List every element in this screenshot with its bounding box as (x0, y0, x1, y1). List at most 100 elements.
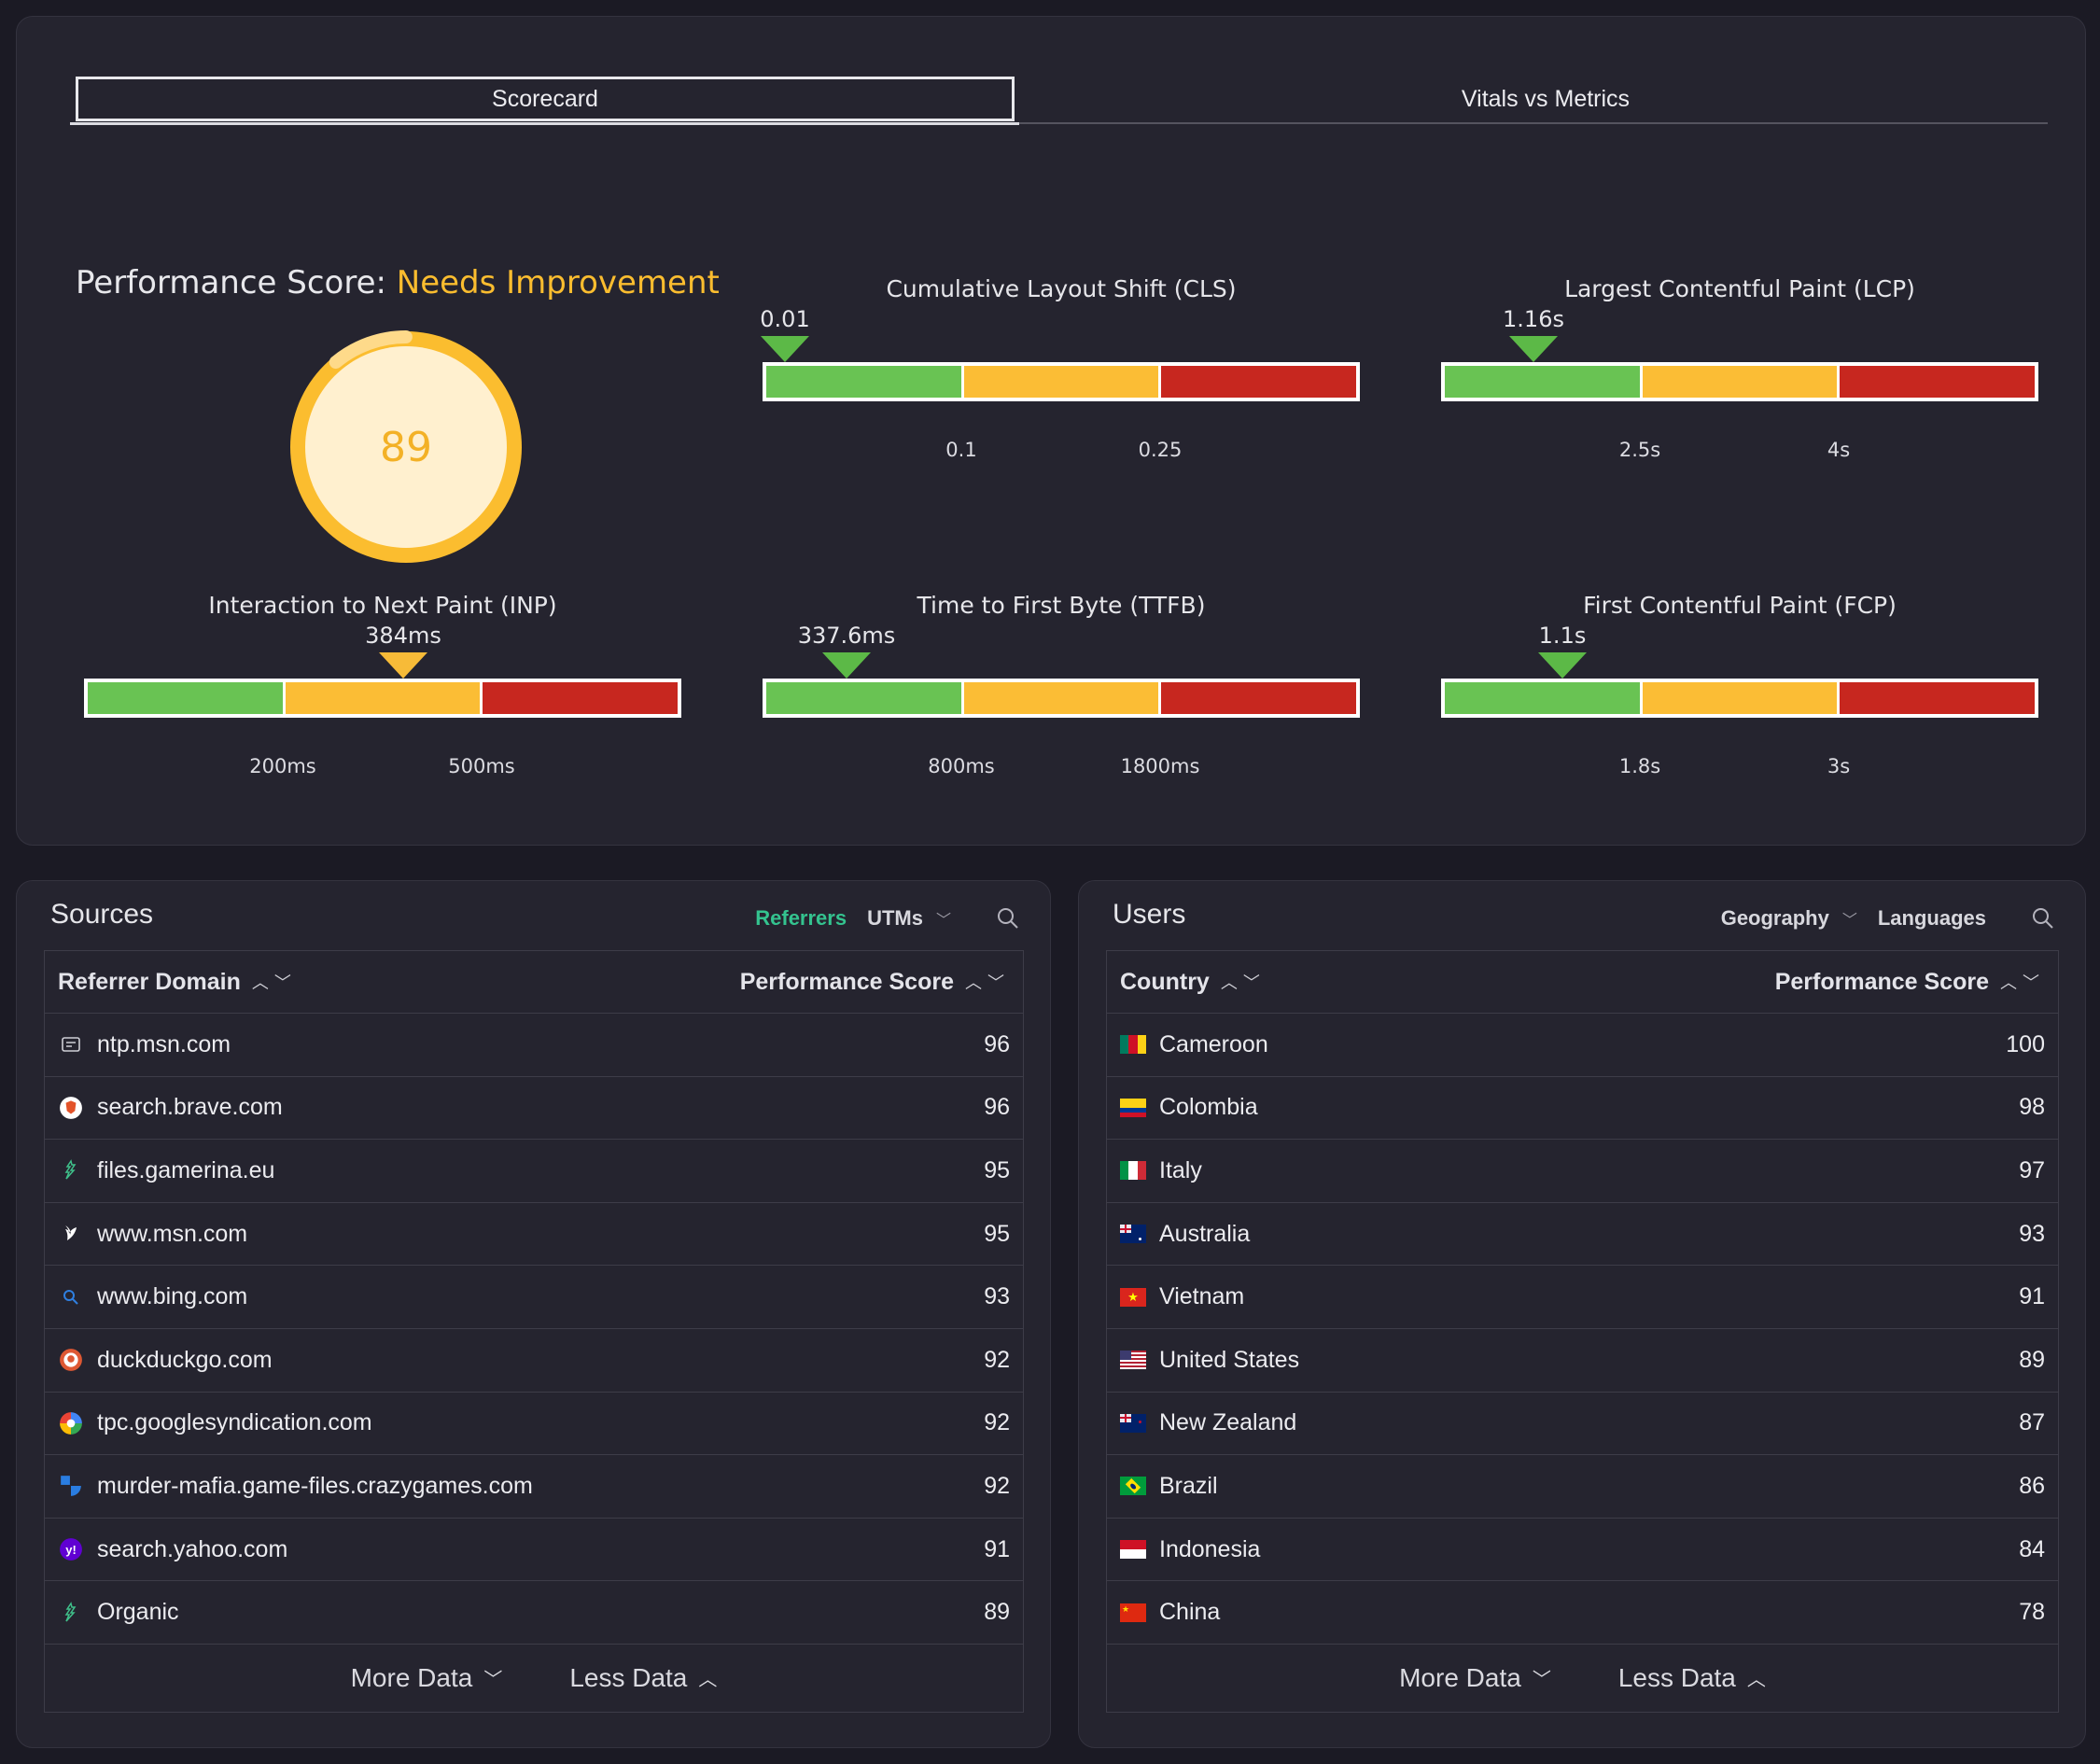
needs-improvement-segment (285, 682, 481, 714)
search-icon[interactable] (994, 904, 1022, 932)
chevron-down-icon: ﹀ (483, 1670, 503, 1691)
performance-score-value: 91 (2019, 1283, 2045, 1310)
table-row[interactable]: ★ Vietnam 91 (1107, 1266, 2058, 1329)
sort-icon[interactable]: ︿﹀ (2000, 973, 2045, 992)
metric-title: Interaction to Next Paint (INP) (208, 592, 557, 619)
table-row[interactable]: www.bing.com 93 (45, 1266, 1023, 1329)
geography-label: Geography (1720, 906, 1829, 930)
table-footer: More Data ﹀ Less Data ︿ (45, 1645, 1023, 1712)
default-site-icon (58, 1600, 84, 1626)
tab-scorecard[interactable]: Scorecard (76, 77, 1015, 121)
performance-score-value: 91 (984, 1535, 1010, 1562)
referrer-domain: Organic (97, 1599, 179, 1626)
sort-icon[interactable]: ︿﹀ (965, 973, 1010, 992)
country-name: Italy (1159, 1156, 1202, 1183)
referrers-toggle[interactable]: Referrers (755, 906, 847, 931)
geography-dropdown[interactable]: Geography ﹀ (1721, 906, 1857, 931)
row-label-cell: www.bing.com (58, 1283, 247, 1310)
performance-score-value: 96 (984, 1030, 1010, 1057)
bing-search-icon (58, 1284, 84, 1310)
country-name: New Zealand (1159, 1409, 1297, 1436)
threshold-low: 800ms (928, 755, 995, 777)
utms-dropdown[interactable]: UTMs ﹀ (867, 906, 951, 931)
more-data-label: More Data (1399, 1662, 1521, 1692)
table-row[interactable]: United States 89 (1107, 1329, 2058, 1393)
row-label-cell: files.gamerina.eu (58, 1157, 274, 1184)
metric-marker (379, 652, 427, 679)
sort-icon[interactable]: ︿﹀ (251, 973, 297, 992)
sources-controls: Referrers UTMs ﹀ (755, 902, 1022, 935)
metric-title: Time to First Byte (TTFB) (917, 592, 1206, 619)
row-label-cell: New Zealand (1120, 1409, 1296, 1436)
flag-cn-icon: ★ (1120, 1603, 1146, 1622)
row-label-cell: Cameroon (1120, 1031, 1268, 1058)
less-data-label: Less Data (1617, 1662, 1736, 1692)
table-row[interactable]: Organic 89 (45, 1581, 1023, 1645)
languages-toggle[interactable]: Languages (1878, 906, 1986, 931)
scorecard-panel: Scorecard Vitals vs Metrics Performance … (16, 16, 2086, 846)
flag-br-icon (1120, 1477, 1146, 1496)
table-row[interactable]: Australia 93 (1107, 1203, 2058, 1267)
msn-butterfly-icon (58, 1221, 84, 1247)
table-row[interactable]: New Zealand 87 (1107, 1393, 2058, 1456)
less-data-button[interactable]: Less Data ︿ (569, 1663, 717, 1693)
languages-label: Languages (1877, 906, 1986, 930)
table-row[interactable]: y! search.yahoo.com 91 (45, 1519, 1023, 1582)
row-label-cell: www.msn.com (58, 1221, 247, 1248)
column-header-performance-score[interactable]: Performance Score ︿﹀ (1775, 969, 2045, 996)
metric-inp: Interaction to Next Paint (INP) 384ms 20… (84, 592, 681, 778)
more-data-label: More Data (350, 1662, 473, 1692)
performance-score-value: 95 (984, 1156, 1010, 1183)
column-label: Performance Score (739, 968, 954, 995)
row-label-cell: search.brave.com (58, 1094, 283, 1121)
performance-score-label: Performance Score: (76, 264, 386, 301)
sources-rows: ntp.msn.com 96 search.brave.com 96 files.gam… (45, 1014, 1023, 1645)
table-row[interactable]: www.msn.com 95 (45, 1203, 1023, 1267)
metric-scale-bar (1441, 679, 2038, 718)
panel-title: Sources (50, 899, 154, 930)
country-name: Cameroon (1159, 1030, 1268, 1057)
table-row[interactable]: Indonesia 84 (1107, 1519, 2058, 1582)
more-data-button[interactable]: More Data ﹀ (1399, 1663, 1551, 1693)
poor-segment (1161, 682, 1357, 714)
table-row[interactable]: duckduckgo.com 92 (45, 1329, 1023, 1393)
table-row[interactable]: Italy 97 (1107, 1140, 2058, 1203)
threshold-high: 4s (1827, 439, 1851, 461)
performance-score-value: 87 (2019, 1409, 2045, 1436)
performance-score-value: 93 (2019, 1220, 2045, 1247)
table-row[interactable]: files.gamerina.eu 95 (45, 1140, 1023, 1203)
users-rows: Cameroon 100 Colombia 98 Italy 97 Australia 93 ★… (1107, 1014, 2058, 1645)
row-label-cell: y! search.yahoo.com (58, 1536, 287, 1563)
table-row[interactable]: search.brave.com 96 (45, 1077, 1023, 1141)
country-name: Brazil (1159, 1472, 1218, 1499)
table-row[interactable]: Colombia 98 (1107, 1077, 2058, 1141)
good-segment (766, 366, 961, 398)
column-header-referrer-domain[interactable]: Referrer Domain ︿﹀ (58, 969, 297, 996)
table-row[interactable]: ntp.msn.com 96 (45, 1014, 1023, 1077)
needs-improvement-segment (1642, 366, 1838, 398)
good-segment (88, 682, 283, 714)
table-row[interactable]: murder-mafia.game-files.crazygames.com 92 (45, 1455, 1023, 1519)
threshold-high: 1800ms (1120, 755, 1200, 777)
good-segment (766, 682, 961, 714)
good-segment (1445, 682, 1640, 714)
metric-marker (1509, 336, 1558, 362)
table-row[interactable]: ★ China 78 (1107, 1581, 2058, 1645)
table-row[interactable]: Brazil 86 (1107, 1455, 2058, 1519)
less-data-button[interactable]: Less Data ︿ (1618, 1663, 1766, 1693)
row-label-cell: Italy (1120, 1157, 1202, 1184)
performance-score-value: 100 (2006, 1030, 2045, 1057)
country-name: Australia (1159, 1220, 1251, 1247)
search-icon[interactable] (2029, 904, 2057, 932)
referrer-domain: tpc.googlesyndication.com (97, 1409, 372, 1436)
performance-score-value: 84 (2019, 1535, 2045, 1562)
column-header-performance-score[interactable]: Performance Score ︿﹀ (740, 969, 1010, 996)
table-row[interactable]: tpc.googlesyndication.com 92 (45, 1393, 1023, 1456)
more-data-button[interactable]: More Data ﹀ (351, 1663, 503, 1693)
table-row[interactable]: Cameroon 100 (1107, 1014, 2058, 1077)
sort-icon[interactable]: ︿﹀ (1220, 973, 1266, 992)
tab-vitals-vs-metrics[interactable]: Vitals vs Metrics (1461, 85, 1631, 112)
good-segment (1445, 366, 1640, 398)
referrer-domain: ntp.msn.com (97, 1030, 231, 1057)
column-header-country[interactable]: Country ︿﹀ (1120, 969, 1266, 996)
